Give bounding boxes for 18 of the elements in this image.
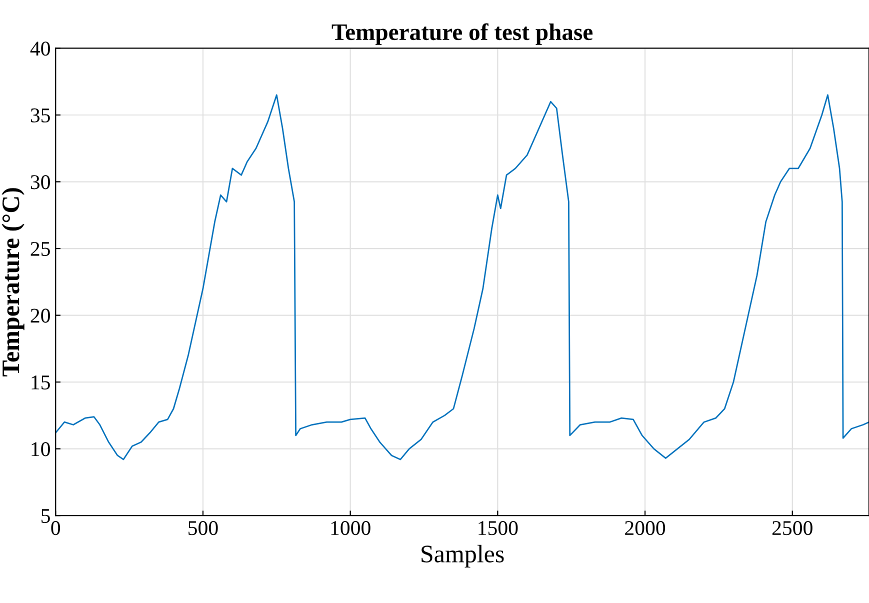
x-tick-label: 1000 [331,521,370,536]
x-tick-label: 2500 [772,521,812,536]
y-tick-label: 35 [30,108,50,122]
x-tick-label: 500 [188,521,218,536]
y-tick-label: 20 [30,308,50,323]
x-tick-label: 2000 [625,521,666,536]
y-tick-label: 25 [30,242,50,256]
y-tick-label: 30 [30,175,50,190]
y-axis-title: Temperature (°C) [2,188,24,376]
y-tick-label: 10 [32,442,50,456]
y-tick-label: 15 [32,376,50,390]
x-axis-title: Samples [422,544,504,568]
line-series [56,94,869,460]
y-tick-label: 40 [30,42,50,56]
x-tick-label: 1500 [478,521,518,536]
y-tick-label: 5 [42,509,50,523]
x-tick-label: 0 [51,521,60,536]
chart-title: Temperature of test phase [332,23,593,45]
